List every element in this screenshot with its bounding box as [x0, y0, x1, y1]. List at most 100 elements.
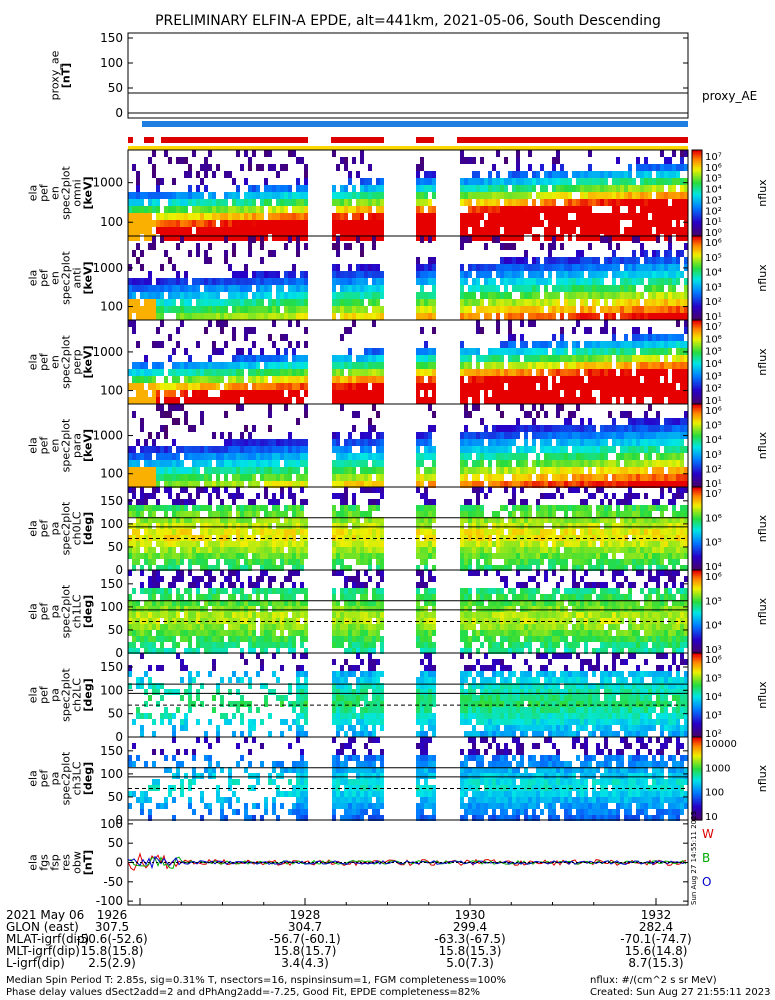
- colorbar-step: [692, 236, 702, 239]
- heatmap-cell: [428, 362, 432, 369]
- heatmap-cell: [368, 432, 372, 439]
- heatmap-cell: [304, 390, 308, 397]
- heatmap-cell: [504, 299, 508, 306]
- heatmap-cell: [168, 523, 172, 529]
- heatmap-cell: [296, 250, 300, 257]
- heatmap-cell: [620, 341, 624, 348]
- heatmap-cell: [196, 213, 200, 220]
- heatmap-cell: [372, 199, 376, 206]
- heatmap-cell: [180, 553, 184, 559]
- heatmap-cell: [168, 553, 172, 559]
- heatmap-cell: [184, 383, 188, 390]
- heatmap-cell: [624, 264, 628, 271]
- heatmap-cell: [244, 299, 248, 306]
- heatmap-cell: [380, 517, 384, 523]
- heatmap-cell: [156, 474, 160, 481]
- heatmap-cell: [620, 299, 624, 306]
- heatmap-cell: [160, 362, 164, 369]
- heatmap-cell: [196, 376, 200, 383]
- heatmap-cell: [496, 227, 500, 234]
- heatmap-cell: [212, 341, 216, 348]
- heatmap-cell: [636, 157, 640, 164]
- heatmap-cell: [172, 404, 176, 411]
- heatmap-cell: [652, 446, 656, 453]
- heatmap-cell: [612, 446, 616, 453]
- heatmap-cell: [664, 390, 668, 397]
- heatmap-cell: [684, 446, 688, 453]
- heatmap-cell: [564, 278, 568, 285]
- heatmap-cell: [196, 227, 200, 234]
- heatmap-cell: [424, 278, 428, 285]
- heatmap-cell: [640, 220, 644, 227]
- heatmap-cell: [556, 460, 560, 467]
- heatmap-cell: [496, 199, 500, 206]
- heatmap-cell: [520, 171, 524, 178]
- heatmap-cell: [352, 397, 356, 404]
- colorbar-step: [692, 269, 702, 273]
- heatmap-cell: [368, 505, 372, 511]
- heatmap-cell: [488, 474, 492, 481]
- heatmap-cell: [536, 271, 540, 278]
- heatmap-cell: [252, 460, 256, 467]
- heatmap-cell: [160, 453, 164, 460]
- heatmap-cell: [472, 474, 476, 481]
- heatmap-cell: [172, 220, 176, 227]
- heatmap-cell: [584, 425, 588, 432]
- heatmap-cell: [340, 285, 344, 292]
- heatmap-cell: [544, 313, 548, 320]
- heatmap-cell: [612, 199, 616, 206]
- heatmap-cell: [512, 257, 516, 264]
- heatmap-cell: [352, 390, 356, 397]
- heatmap-cell: [356, 453, 360, 460]
- heatmap-cell: [656, 206, 660, 213]
- heatmap-cell: [612, 220, 616, 227]
- heatmap-cell: [356, 206, 360, 213]
- heatmap-cell: [460, 362, 464, 369]
- heatmap-cell: [648, 481, 652, 488]
- heatmap-cell: [504, 227, 508, 234]
- heatmap-cell: [356, 299, 360, 306]
- heatmap-cell: [636, 299, 640, 306]
- heatmap-cell: [152, 474, 156, 481]
- heatmap-cell: [576, 341, 580, 348]
- heatmap-cell: [492, 348, 496, 355]
- heatmap-cell: [540, 264, 544, 271]
- heatmap-cell: [524, 474, 528, 481]
- heatmap-cell: [464, 446, 468, 453]
- heatmap-cell: [556, 432, 560, 439]
- heatmap-cell: [532, 313, 536, 320]
- heatmap-cell: [140, 467, 144, 474]
- heatmap-cell: [272, 271, 276, 278]
- heatmap-cell: [628, 446, 632, 453]
- heatmap-cell: [428, 185, 432, 192]
- heatmap-cell: [188, 313, 192, 320]
- heatmap-cell: [548, 341, 552, 348]
- heatmap-cell: [144, 390, 148, 397]
- heatmap-cell: [576, 439, 580, 446]
- colorbar-step: [692, 158, 702, 162]
- heatmap-cell: [608, 446, 612, 453]
- heatmap-cell: [268, 541, 272, 547]
- colorbar-step: [692, 359, 702, 363]
- heatmap-cell: [676, 341, 680, 348]
- heatmap-cell: [268, 559, 272, 565]
- heatmap-cell: [188, 446, 192, 453]
- heatmap-cell: [352, 523, 356, 529]
- heatmap-cells: [128, 404, 688, 488]
- heatmap-cell: [176, 397, 180, 404]
- heatmap-cell: [364, 460, 368, 467]
- heatmap-cell: [508, 206, 512, 213]
- colorbar-step: [692, 223, 702, 226]
- heatmap-cell: [556, 213, 560, 220]
- heatmap-cell: [172, 234, 176, 241]
- heatmap-cell: [176, 446, 180, 453]
- heatmap-cell: [472, 541, 476, 547]
- heatmap-cell: [344, 505, 348, 511]
- heatmap-cell: [648, 264, 652, 271]
- heatmap-cell: [492, 397, 496, 404]
- heatmap-cell: [240, 285, 244, 292]
- heatmap-cell: [200, 474, 204, 481]
- heatmap-cell: [680, 439, 684, 446]
- heatmap-cell: [368, 481, 372, 488]
